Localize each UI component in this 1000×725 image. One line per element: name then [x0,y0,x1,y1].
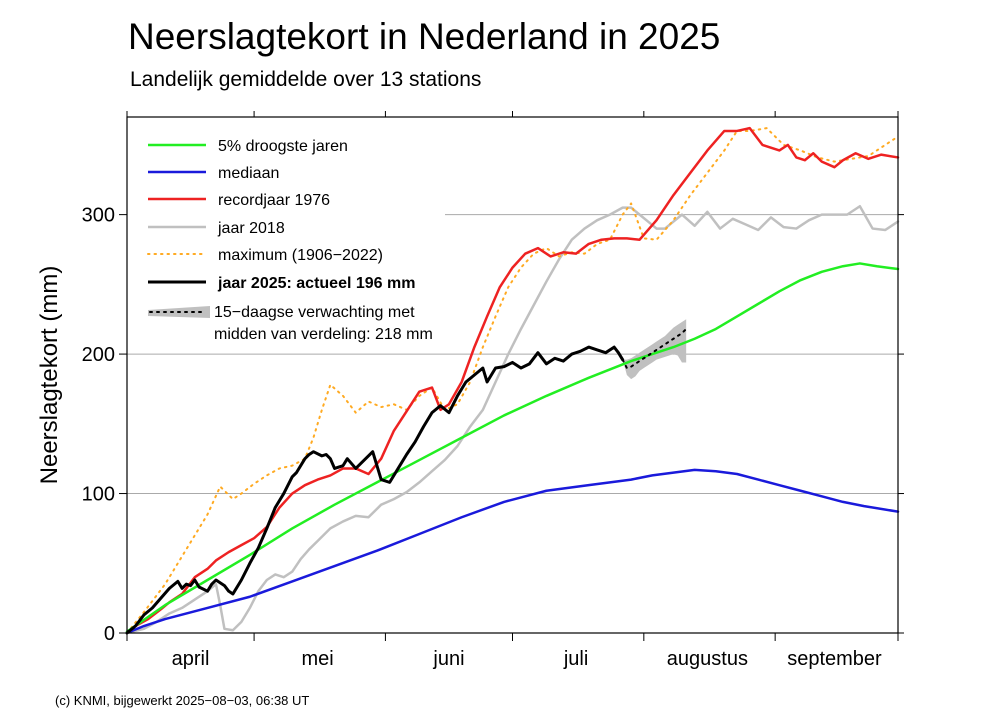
y-axis-label: Neerslagtekort (mm) [36,266,63,485]
y-tick-label: 100 [82,484,115,506]
chart-subtitle: Landelijk gemiddelde over 13 stations [130,68,482,91]
series-line-5 [125,345,625,635]
y-tick-label: 0 [104,623,115,645]
series-line-1 [125,468,900,635]
credit-line: (c) KNMI, bijgewerkt 2025−08−03, 06:38 U… [55,693,310,708]
legend-label: 5% droogste jaren [218,138,348,155]
y-tick-label: 300 [82,205,115,227]
series-layer [125,126,900,635]
legend-label: jaar 2025: actueel 196 mm [217,275,415,292]
axis-layer: 0 100 200 300 april mei juni juli augustus septem… [82,111,904,670]
legend-label: midden van verdeling: 218 mm [214,326,433,343]
x-tick-label: mei [302,648,334,670]
forecast-band [622,319,687,380]
forecast-median-line [621,327,688,370]
legend-label: 15−daagse verwachting met [214,304,415,321]
x-tick-label: augustus [667,648,748,670]
x-tick-label: juli [563,648,588,670]
legend: 5% droogste jaren mediaan recordjaar 1976 j… [147,138,433,343]
y-tick-label: 200 [82,344,115,366]
series-line-0 [125,262,900,633]
legend-label: maximum (1906−2022) [218,247,383,264]
legend-label: jaar 2018 [217,220,285,237]
x-tick-label: juni [432,648,464,670]
x-tick-label: april [172,648,210,670]
x-tick-label: september [787,648,882,670]
series-line-2 [125,126,900,635]
chart-title: Neerslagtekort in Nederland in 2025 [128,16,721,57]
series-line-3 [125,205,900,635]
legend-label: mediaan [218,165,279,182]
legend-label: recordjaar 1976 [218,192,330,209]
